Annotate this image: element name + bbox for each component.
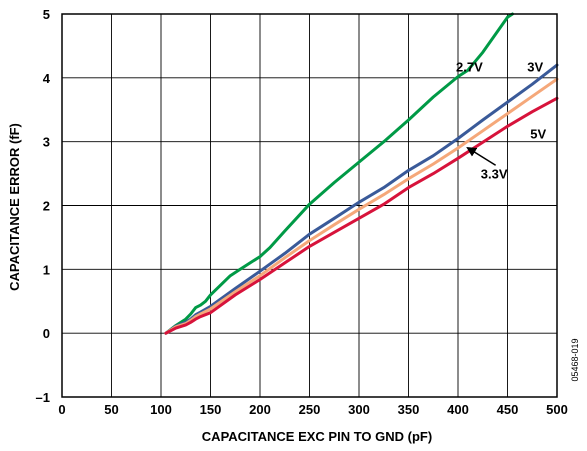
series-labels: 2.7V 3V 5V 3.3V — [456, 59, 547, 181]
tick-labels: 0 50 100 150 200 250 300 350 400 450 500 –1 0 1 2 3 4 5 — [36, 7, 568, 417]
x-tick-label: 350 — [398, 402, 420, 417]
x-tick-label: 300 — [348, 402, 370, 417]
x-tick-label: 450 — [497, 402, 519, 417]
x-tick-label: 500 — [546, 402, 568, 417]
y-axis-title: CAPACITANCE ERROR (fF) — [7, 123, 22, 291]
y-tick-label: 5 — [43, 7, 50, 22]
x-tick-label: 250 — [299, 402, 321, 417]
y-tick-label: 3 — [43, 135, 50, 150]
series-label-3p3v: 3.3V — [481, 167, 508, 182]
x-tick-label: 400 — [447, 402, 469, 417]
annotation-arrow — [466, 146, 497, 166]
y-tick-label: 4 — [43, 71, 51, 86]
series-line-3p3v — [164, 77, 559, 335]
figure-id: 05468-019 — [570, 338, 580, 381]
y-tick-label: 2 — [43, 199, 50, 214]
series-label-2p7v: 2.7V — [456, 59, 483, 74]
series-label-3v: 3V — [527, 59, 543, 74]
series-label-5v: 5V — [530, 126, 546, 141]
plot-area-frame — [61, 13, 558, 398]
x-tick-label: 50 — [104, 402, 118, 417]
x-tick-label: 200 — [249, 402, 271, 417]
y-tick-label: 1 — [43, 262, 50, 277]
x-tick-label: 100 — [150, 402, 172, 417]
x-tick-label: 150 — [200, 402, 222, 417]
series-line-3v — [164, 63, 559, 335]
x-axis-title: CAPACITANCE EXC PIN TO GND (pF) — [202, 429, 432, 444]
y-tick-label: –1 — [36, 390, 50, 405]
y-tick-label: 0 — [43, 326, 50, 341]
x-tick-label: 0 — [58, 402, 65, 417]
series-line-2p7v — [164, 12, 514, 335]
